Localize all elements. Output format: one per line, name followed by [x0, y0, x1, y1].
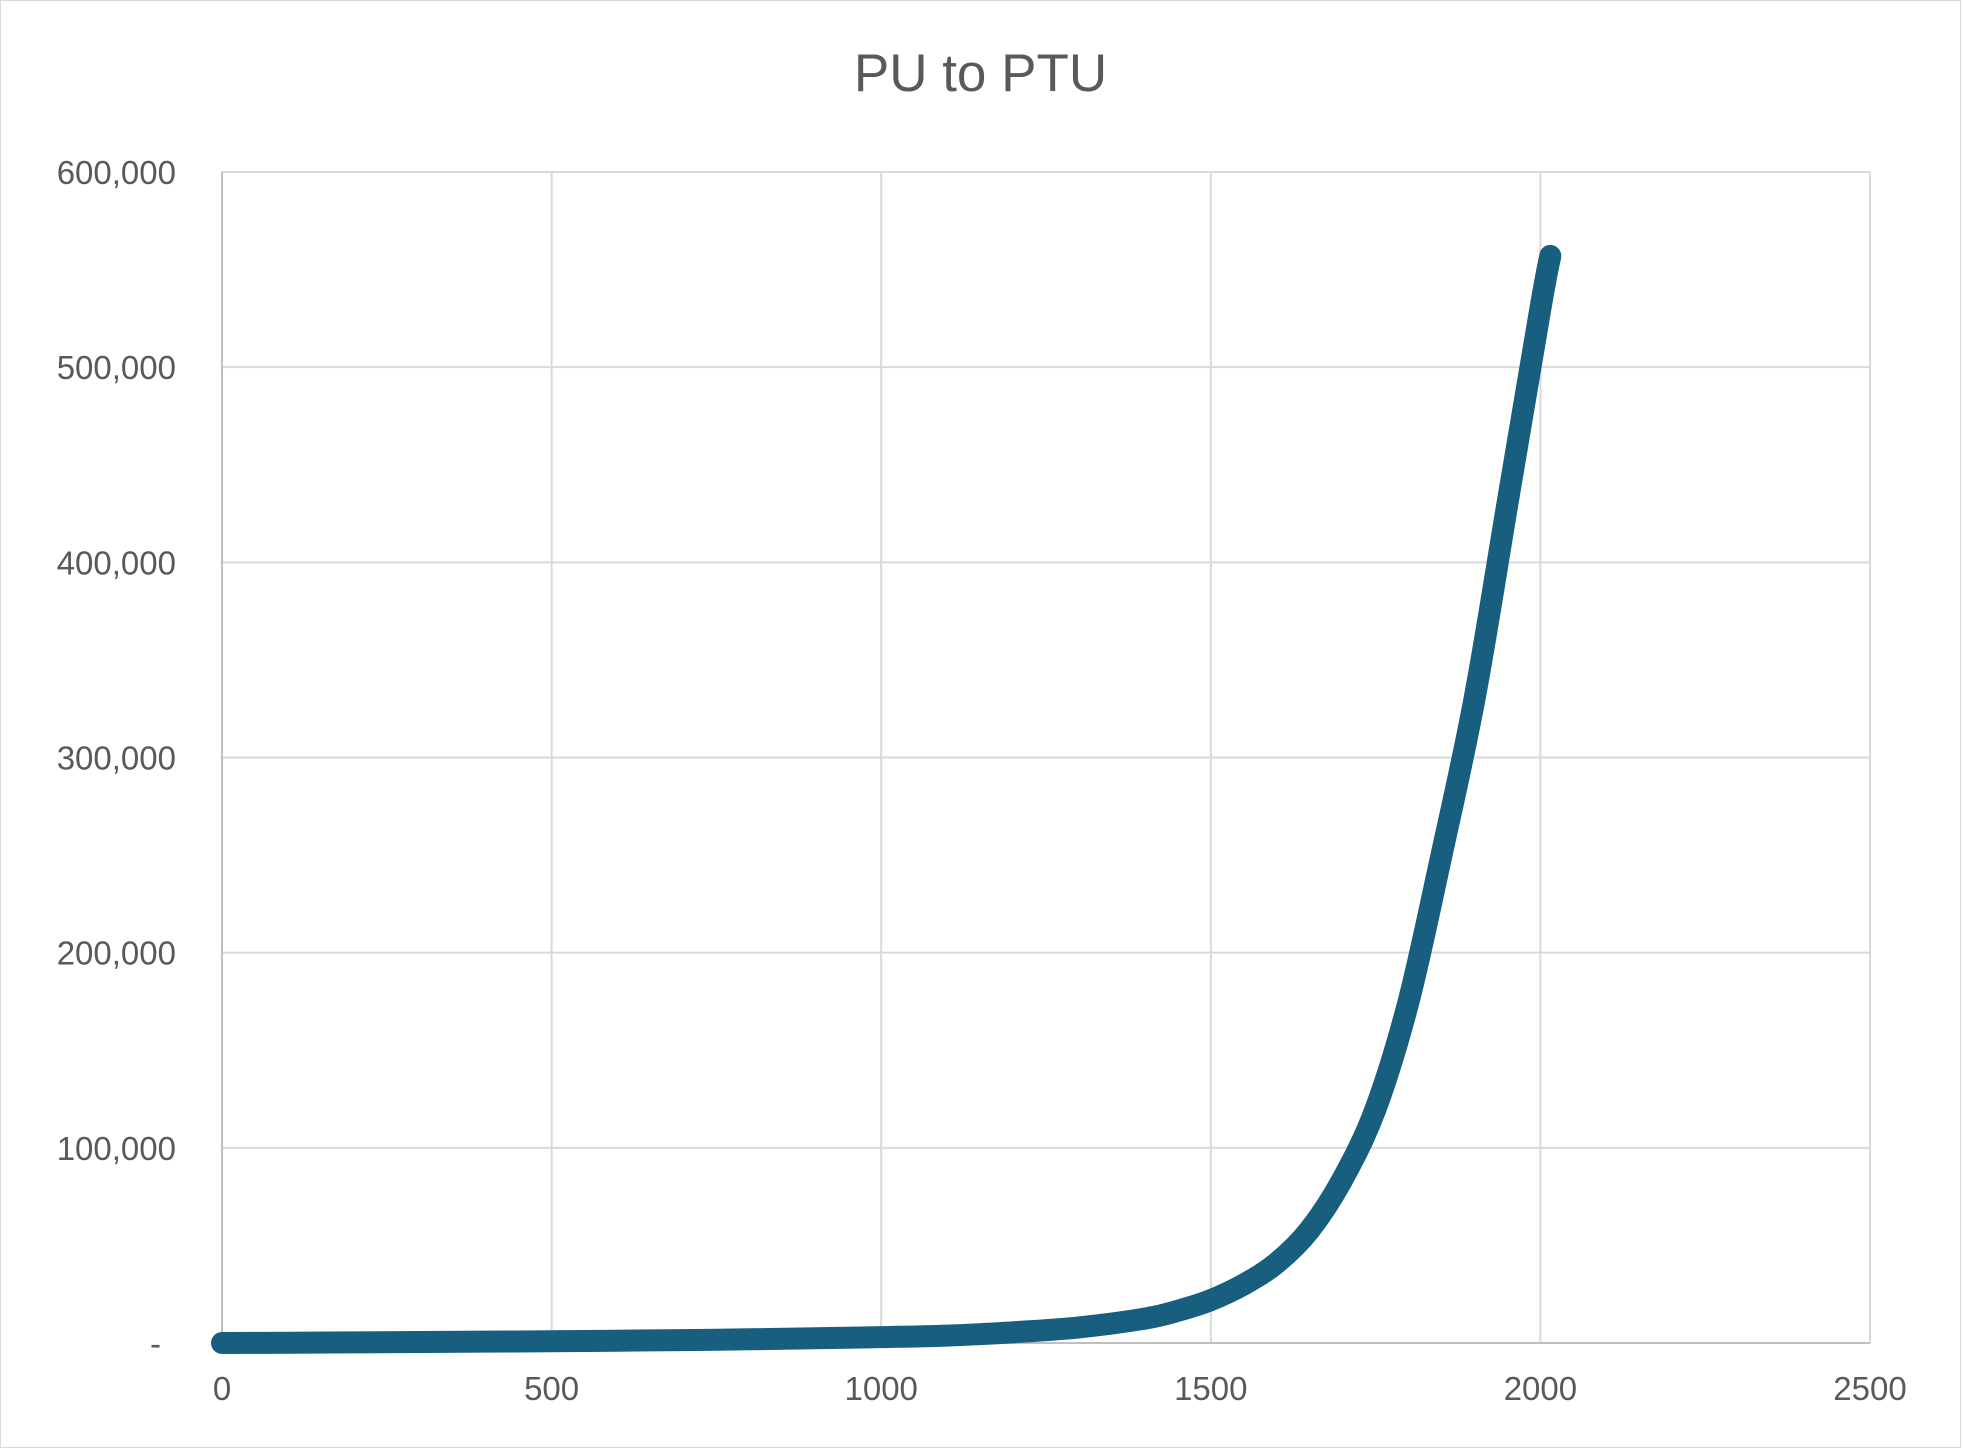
y-tick-label: - — [150, 1325, 161, 1362]
x-tick-label: 2000 — [1504, 1370, 1577, 1407]
y-tick-label: 400,000 — [57, 544, 176, 581]
y-tick-label: 300,000 — [57, 740, 176, 777]
chart-title: PU to PTU — [853, 44, 1108, 103]
x-tick-label: 500 — [524, 1370, 579, 1407]
x-tick-label: 2500 — [1833, 1370, 1906, 1407]
y-tick-label: 200,000 — [57, 935, 176, 972]
x-tick-label: 1000 — [844, 1370, 917, 1407]
x-tick-label: 0 — [213, 1370, 231, 1407]
y-tick-label: 100,000 — [57, 1130, 176, 1167]
y-tick-label: 500,000 — [57, 349, 176, 386]
series-line — [211, 244, 1562, 1354]
y-tick-label: 600,000 — [57, 154, 176, 191]
x-tick-label: 1500 — [1174, 1370, 1247, 1407]
